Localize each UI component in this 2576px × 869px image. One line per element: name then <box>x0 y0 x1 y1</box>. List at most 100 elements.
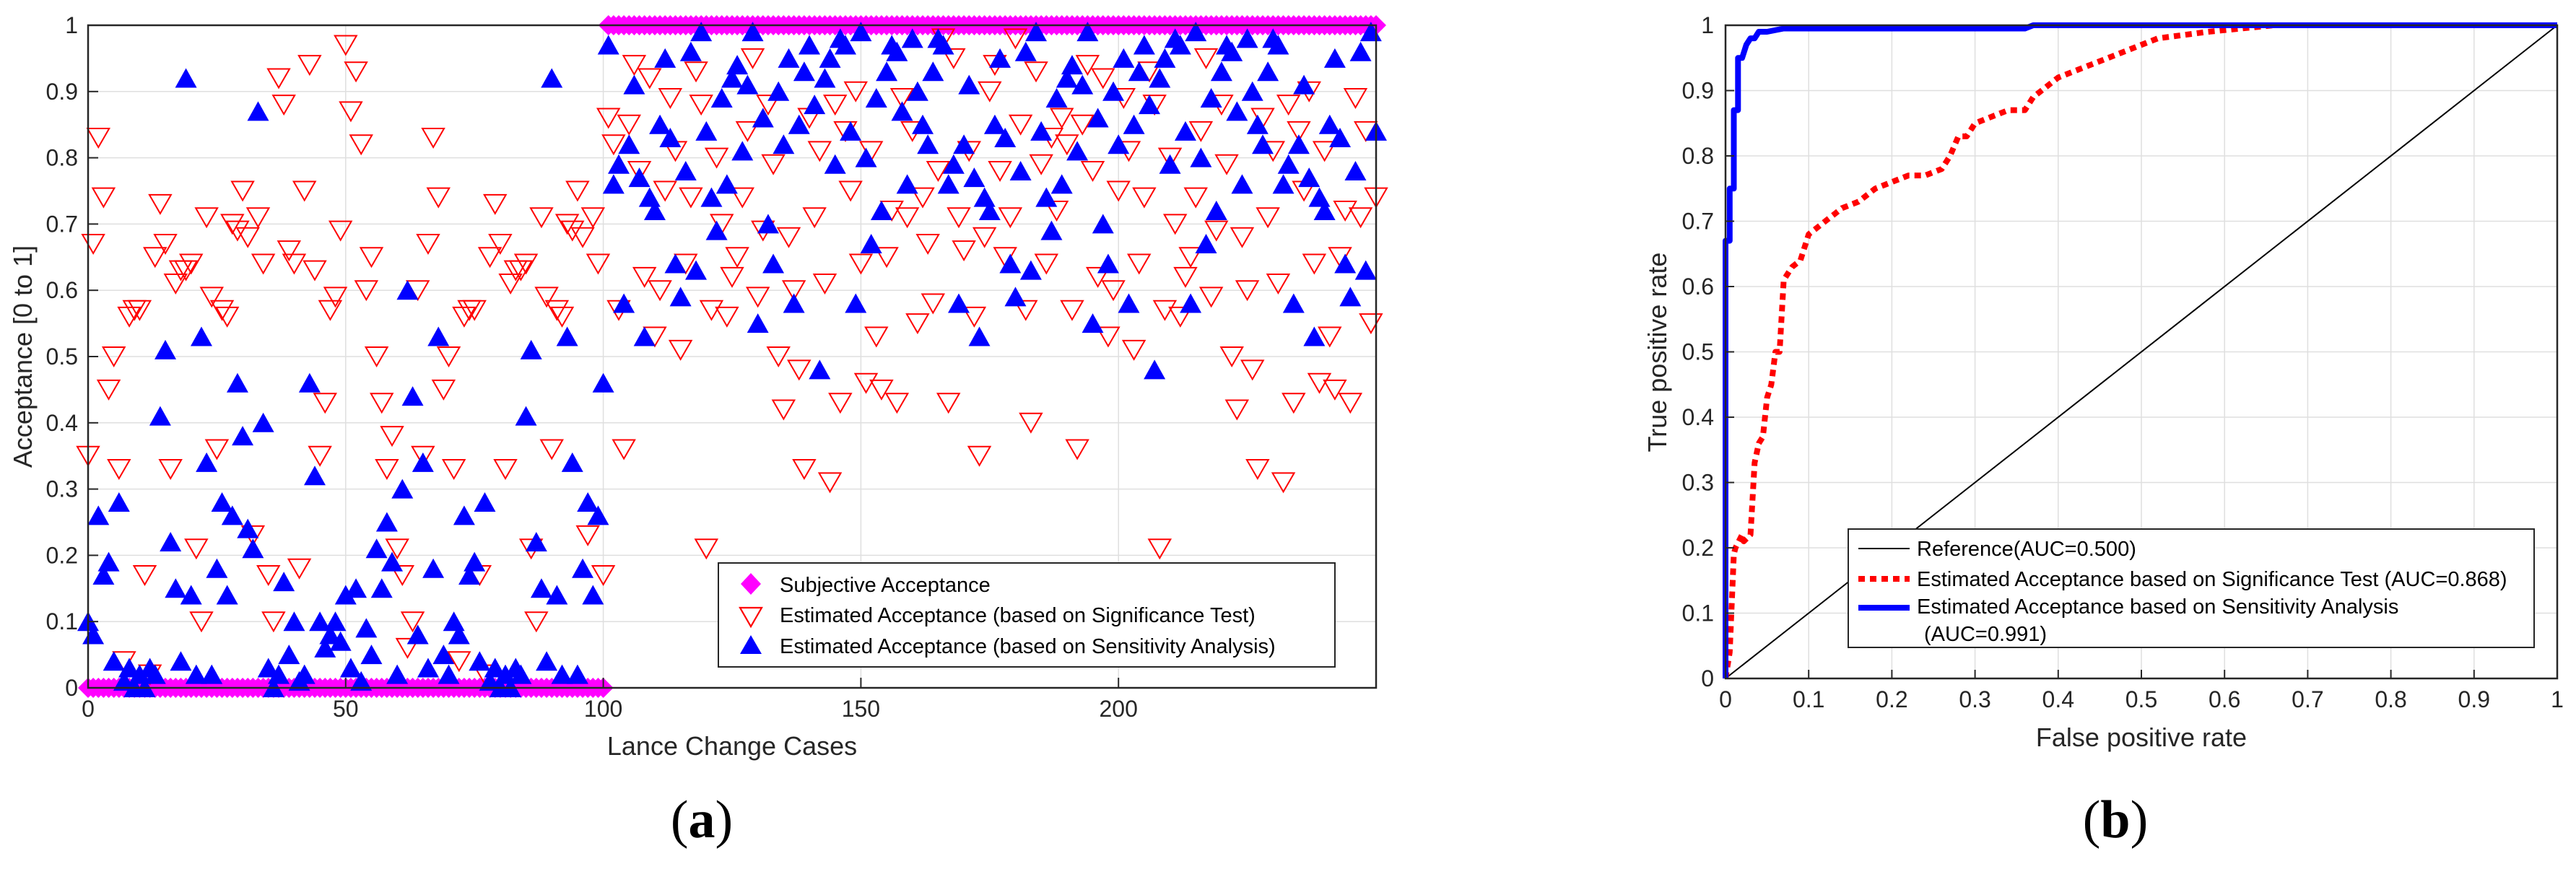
significance-point <box>194 207 219 229</box>
sensitivity-point <box>834 35 856 55</box>
significance-point <box>740 48 765 69</box>
significance-point <box>400 611 425 633</box>
sensitivity-point <box>458 564 481 585</box>
sensitivity-point <box>1030 121 1053 141</box>
significance-point <box>1193 48 1219 69</box>
significance-point <box>1049 108 1074 129</box>
significance-point <box>884 393 910 414</box>
tick-label-y-b: 0.6 <box>1682 274 1714 300</box>
sensitivity-point <box>1236 28 1258 48</box>
sensitivity-point <box>592 372 614 393</box>
sensitivity-point <box>608 154 630 174</box>
sensitivity-point <box>1014 41 1037 61</box>
sensitivity-point <box>643 201 666 221</box>
sensitivity-point <box>1354 260 1377 280</box>
chart-a: 0 50 100 150 200 0 0.1 0.2 0.3 0.4 0.5 0.6 0.7 0.8 0.9… <box>8 12 1388 850</box>
tick-label-x-b: 0.8 <box>2375 686 2406 712</box>
sensitivity-point <box>201 664 223 684</box>
sensitivity-point <box>762 253 785 274</box>
tick-label-y-b: 0 <box>1701 665 1714 691</box>
legend-label-subjective: Subjective Acceptance <box>780 574 991 597</box>
tick-label-y-b: 0.2 <box>1682 535 1714 561</box>
sensitivity-point <box>319 624 341 645</box>
sensitivity-point <box>1139 95 1161 115</box>
significance-point <box>1276 95 1301 116</box>
sensitivity-point <box>515 406 537 426</box>
significance-point <box>895 207 920 229</box>
significance-point <box>776 227 801 248</box>
sensitivity-roc-line <box>1723 22 2557 678</box>
sensitivity-point <box>247 101 269 121</box>
sensitivity-point <box>108 492 130 512</box>
significance-point <box>926 160 951 182</box>
sensitivity-point <box>448 624 470 645</box>
sensitivity-point <box>917 134 939 154</box>
sensitivity-point <box>1293 74 1315 95</box>
significance-point <box>941 48 966 69</box>
legend-marker-sensitivity <box>740 635 762 654</box>
legend-label-sensitivity-auc: (AUC=0.991) <box>1924 623 2047 646</box>
significance-point <box>915 233 940 255</box>
significance-point <box>704 147 729 169</box>
sensitivity-point <box>520 339 542 359</box>
sensitivity-point <box>752 108 774 128</box>
significance-point <box>601 134 626 156</box>
sensitivity-point <box>932 35 954 55</box>
sensitivity-point <box>1035 187 1058 207</box>
significance-point <box>498 274 523 295</box>
sensitivity-point <box>370 578 393 598</box>
sensitivity-point <box>757 214 779 234</box>
sensitivity-point <box>654 48 676 68</box>
significance-point <box>1014 300 1038 321</box>
sensitivity-point <box>474 492 496 512</box>
significance-point <box>1127 253 1152 275</box>
sensitivity-point <box>406 624 429 645</box>
sensitivity-point <box>602 174 625 194</box>
sensitivity-point <box>710 87 733 108</box>
significance-point <box>426 187 451 209</box>
significance-point <box>493 459 518 481</box>
significance-point <box>1029 154 1053 175</box>
significance-point <box>812 274 837 295</box>
significance-point <box>1065 439 1089 460</box>
sensitivity-point <box>97 551 120 572</box>
sensitivity-point <box>1329 128 1352 148</box>
sensitivity-point <box>1071 74 1094 95</box>
sensitivity-point <box>422 558 445 578</box>
sensitivity-point <box>206 558 228 578</box>
sensitivity-point <box>870 201 892 221</box>
significance-point <box>534 287 559 308</box>
sensitivity-point <box>793 61 815 82</box>
significance-point <box>1034 253 1059 275</box>
chart-b: 0 0.1 0.2 0.3 0.4 0.5 0.6 0.7 0.8 0.9 1 0 0.1 0.2 0.3 0… <box>1642 12 2564 850</box>
significance-point <box>1070 114 1095 136</box>
sensitivity-point <box>896 174 918 194</box>
sensitivity-point <box>226 372 248 393</box>
significance-point <box>1173 266 1198 288</box>
sensitivity-point <box>963 167 985 188</box>
significance-point <box>648 280 672 302</box>
significance-point <box>1096 326 1121 348</box>
significance-point <box>781 280 806 302</box>
significance-point <box>245 207 271 229</box>
sensitivity-point <box>278 645 300 665</box>
tick-label-x-b: 0.4 <box>2042 686 2074 712</box>
significance-point <box>1323 379 1347 401</box>
significance-point <box>1188 121 1214 142</box>
significance-point <box>570 227 595 248</box>
significance-point <box>256 564 281 586</box>
sensitivity-point <box>1025 22 1048 42</box>
legend-label-significance-b: Estimated Acceptance based on Significan… <box>1917 568 2507 591</box>
sensitivity-point <box>1185 22 1207 42</box>
sensitivity-point <box>1252 134 1274 154</box>
sensitivity-point <box>705 220 728 240</box>
sensitivity-point <box>1040 220 1063 240</box>
sensitivity-point <box>587 505 609 525</box>
significance-point <box>822 95 848 116</box>
sensitivity-point <box>1128 61 1150 82</box>
significance-point <box>1178 247 1203 268</box>
significance-point <box>370 393 394 414</box>
significance-point <box>390 564 415 586</box>
sensitivity-point <box>1050 174 1073 194</box>
sensitivity-point <box>1097 253 1119 274</box>
